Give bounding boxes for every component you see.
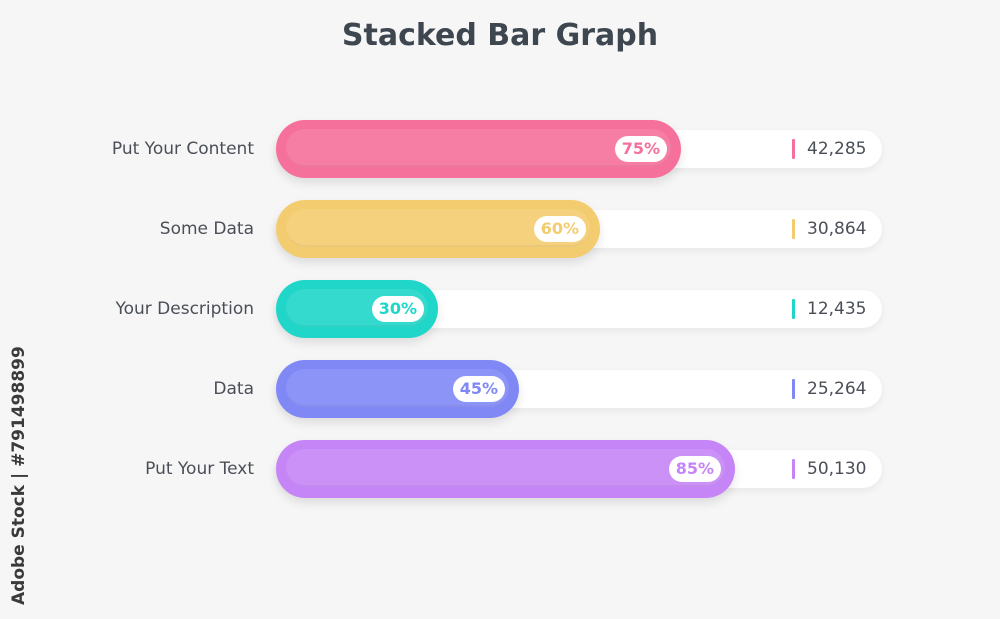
- side-value-label: 12,435: [807, 299, 867, 319]
- category-label: Put Your Content: [111, 139, 254, 159]
- category-label: Data: [213, 379, 254, 399]
- bar: 45%: [276, 360, 519, 418]
- value-marker: [792, 299, 795, 319]
- category-label: Your Description: [115, 299, 254, 319]
- percent-label: 30%: [371, 296, 424, 322]
- side-value-label: 30,864: [807, 219, 867, 239]
- percent-label: 60%: [533, 216, 586, 242]
- bar-highlight: [286, 449, 725, 487]
- bar-row: Data 45% 25,264: [0, 360, 1000, 418]
- percent-label: 85%: [668, 456, 721, 482]
- chart-title: Stacked Bar Graph: [341, 18, 659, 53]
- category-label: Put Your Text: [145, 459, 254, 479]
- category-label: Some Data: [159, 219, 254, 239]
- bar: 30%: [276, 280, 438, 338]
- side-value-label: 42,285: [807, 139, 867, 159]
- bar-row: Put Your Text 85% 50,130: [0, 440, 1000, 498]
- percent-label: 75%: [614, 136, 667, 162]
- value-marker: [792, 459, 795, 479]
- bar-highlight: [286, 129, 671, 167]
- value-marker: [792, 219, 795, 239]
- watermark-text: Adobe Stock | #791498899: [9, 346, 29, 605]
- bar: 60%: [276, 200, 600, 258]
- side-value-label: 50,130: [807, 459, 867, 479]
- bar: 85%: [276, 440, 735, 498]
- bar-row: Put Your Content 75% 42,285: [0, 120, 1000, 178]
- percent-label: 45%: [452, 376, 505, 402]
- side-value-label: 25,264: [807, 379, 867, 399]
- bar-row: Your Description 30% 12,435: [0, 280, 1000, 338]
- bar-row: Some Data 60% 30,864: [0, 200, 1000, 258]
- value-marker: [792, 139, 795, 159]
- bar: 75%: [276, 120, 681, 178]
- value-marker: [792, 379, 795, 399]
